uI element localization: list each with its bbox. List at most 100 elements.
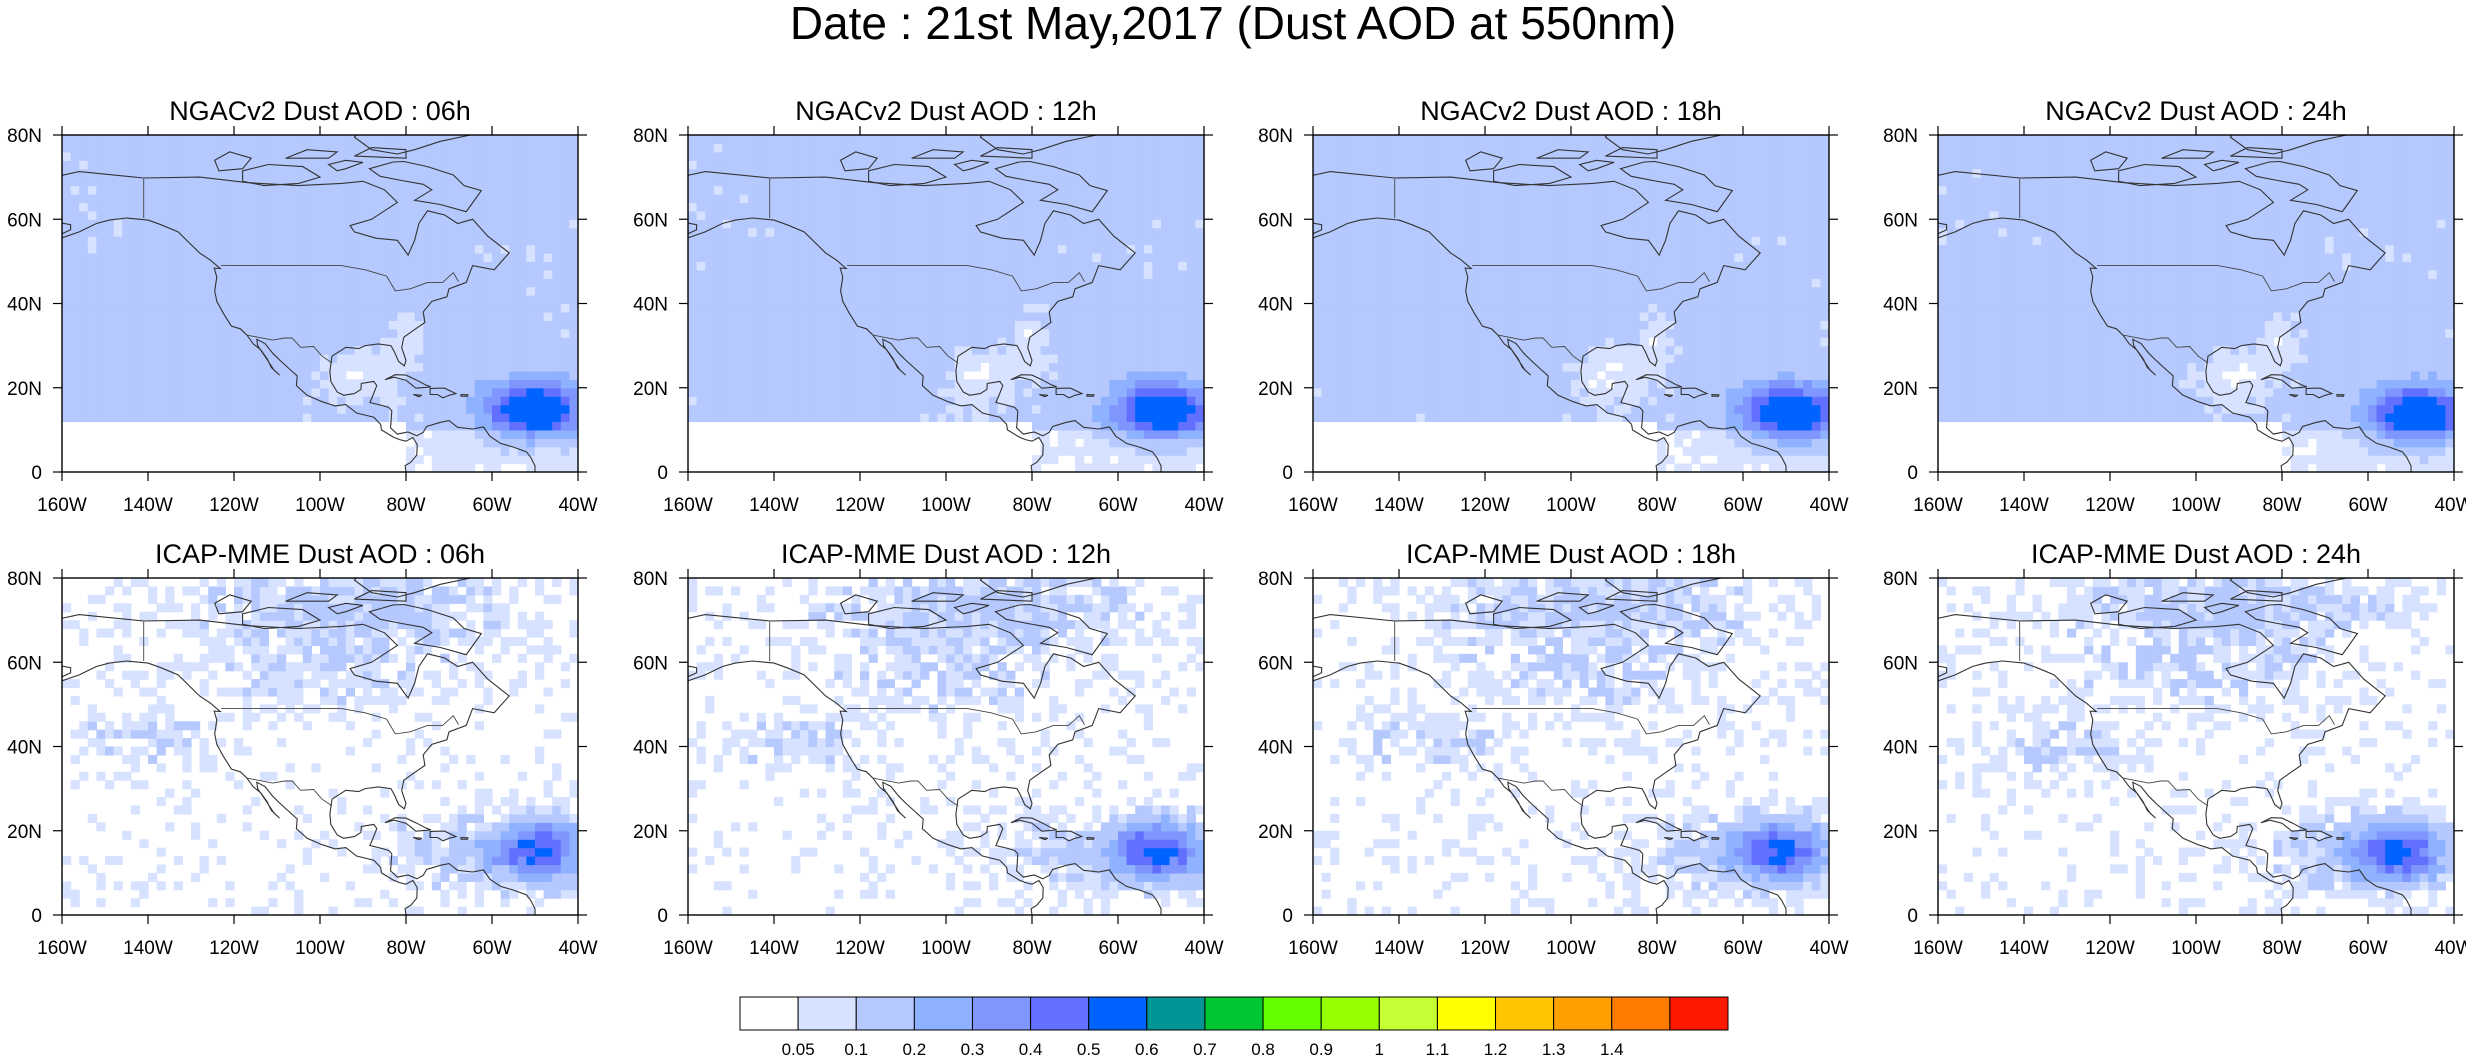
- lon-tick-label: 100W: [2171, 495, 2221, 516]
- aod-shading: [1938, 135, 2454, 472]
- colorbar-swatch: [971, 996, 1032, 1031]
- colorbar-swatch: [1436, 996, 1497, 1031]
- lon-tick-label: 120W: [1460, 938, 1510, 959]
- lat-tick-label: 80N: [7, 126, 42, 147]
- lon-tick-label: 160W: [1288, 938, 1338, 959]
- lon-tick-label: 140W: [123, 938, 173, 959]
- lon-tick-label: 40W: [2434, 938, 2466, 959]
- lat-tick-label: 20N: [633, 379, 668, 400]
- lat-tick-label: 60N: [633, 653, 668, 674]
- lat-tick-label: 20N: [7, 379, 42, 400]
- colorbar-label: 1.2: [1484, 1040, 1508, 1056]
- lon-tick-label: 40W: [1809, 495, 1848, 516]
- panel-title: NGACv2 Dust AOD : 12h: [795, 96, 1097, 126]
- lat-tick-label: 20N: [7, 822, 42, 843]
- lon-tick-label: 140W: [1999, 938, 2049, 959]
- lon-tick-label: 100W: [295, 495, 345, 516]
- lat-tick-label: 0: [657, 906, 668, 927]
- lon-tick-label: 120W: [2085, 938, 2135, 959]
- coastlines: [62, 135, 536, 472]
- lon-tick-label: 100W: [921, 938, 971, 959]
- lat-tick-label: 80N: [7, 569, 42, 590]
- aod-shading: [1313, 578, 1829, 915]
- figure-title: Date : 21st May,2017 (Dust AOD at 550nm): [789, 0, 1677, 49]
- map-panel: 160W 140W 120W 100W 80W 60W 40W 0 20N 40N 60N 80N IC…: [1883, 539, 2466, 959]
- colorbar-swatch: [1204, 996, 1264, 1031]
- colorbar-label: 0.8: [1251, 1040, 1275, 1056]
- colorbar-swatch: [1669, 996, 1729, 1031]
- coastlines: [1313, 135, 1787, 472]
- colorbar-label: 0.3: [961, 1040, 985, 1056]
- map-panel: 160W 140W 120W 100W 80W 60W 40W 0 20N 40N 60N 80N NG…: [1883, 96, 2466, 516]
- lat-tick-label: 80N: [1883, 126, 1918, 147]
- coastlines: [1938, 135, 2412, 472]
- lon-tick-label: 160W: [1288, 495, 1338, 516]
- colorbar-label: 0.05: [782, 1040, 815, 1056]
- panel-title: NGACv2 Dust AOD : 24h: [2045, 96, 2347, 126]
- colorbar-label: 0.9: [1309, 1040, 1333, 1056]
- lat-tick-label: 60N: [7, 210, 42, 231]
- colorbar-label: 0.2: [903, 1040, 927, 1056]
- lon-tick-label: 40W: [558, 495, 597, 516]
- lat-tick-label: 60N: [7, 653, 42, 674]
- lat-tick-label: 0: [31, 906, 42, 927]
- map-panel: 160W 140W 120W 100W 80W 60W 40W 0 20N 40N 60N 80N NG…: [1258, 96, 1848, 516]
- lat-tick-label: 0: [1907, 463, 1918, 484]
- lon-tick-label: 160W: [663, 495, 713, 516]
- lat-tick-label: 80N: [1258, 126, 1293, 147]
- lon-tick-label: 140W: [749, 938, 799, 959]
- lon-tick-label: 80W: [386, 938, 425, 959]
- map-panel: 160W 140W 120W 100W 80W 60W 40W 0 20N 40N 60N 80N IC…: [7, 539, 597, 959]
- lon-tick-label: 60W: [472, 495, 511, 516]
- panel-title: ICAP-MME Dust AOD : 06h: [155, 539, 485, 569]
- lat-tick-label: 40N: [1258, 295, 1293, 316]
- lat-tick-label: 20N: [633, 822, 668, 843]
- lon-tick-label: 160W: [37, 938, 87, 959]
- lat-tick-label: 20N: [1883, 822, 1918, 843]
- map-panel: 160W 140W 120W 100W 80W 60W 40W 0 20N 40N 60N 80N IC…: [633, 539, 1223, 959]
- lon-tick-label: 120W: [2085, 495, 2135, 516]
- colorbar-swatch: [739, 996, 799, 1031]
- lat-tick-label: 0: [1282, 906, 1293, 927]
- lat-tick-label: 40N: [7, 738, 42, 759]
- lat-tick-label: 40N: [633, 295, 668, 316]
- colorbar-swatch: [797, 996, 857, 1031]
- colorbar-swatch: [1088, 996, 1148, 1031]
- lon-tick-label: 40W: [1184, 938, 1223, 959]
- lat-tick-label: 60N: [633, 210, 668, 231]
- colorbar-label: 1.3: [1542, 1040, 1566, 1056]
- colorbar-swatch: [1320, 996, 1380, 1031]
- lat-tick-label: 80N: [1883, 569, 1918, 590]
- lon-tick-label: 80W: [1012, 495, 1051, 516]
- colorbar-label: 0.1: [844, 1040, 868, 1056]
- colorbar-label: 0.5: [1077, 1040, 1101, 1056]
- lon-tick-label: 100W: [295, 938, 345, 959]
- colorbar-swatch: [1611, 996, 1671, 1031]
- lon-tick-label: 40W: [2434, 495, 2466, 516]
- lat-tick-label: 20N: [1883, 379, 1918, 400]
- aod-shading: [62, 135, 578, 472]
- lon-tick-label: 80W: [1012, 938, 1051, 959]
- panel-title: NGACv2 Dust AOD : 18h: [1420, 96, 1722, 126]
- lon-tick-label: 40W: [1809, 938, 1848, 959]
- lon-tick-label: 100W: [1546, 495, 1596, 516]
- lon-tick-label: 160W: [1913, 938, 1963, 959]
- lon-tick-label: 100W: [921, 495, 971, 516]
- coastlines: [688, 135, 1162, 472]
- lon-tick-label: 120W: [835, 495, 885, 516]
- colorbar-swatch: [1030, 996, 1090, 1031]
- coastlines: [1938, 578, 2412, 915]
- colorbar: 0.05 0.1 0.2 0.3 0.4 0.5 0.6 0.7 0.8 0.9 1 1.1 1.2 1.…: [739, 996, 1729, 1056]
- lon-tick-label: 60W: [1723, 495, 1762, 516]
- colorbar-swatch: [913, 996, 973, 1031]
- lat-tick-label: 0: [657, 463, 668, 484]
- lon-tick-label: 140W: [1374, 938, 1424, 959]
- lon-tick-label: 160W: [37, 495, 87, 516]
- lon-tick-label: 60W: [1098, 495, 1137, 516]
- lat-tick-label: 40N: [633, 738, 668, 759]
- lon-tick-label: 40W: [1184, 495, 1223, 516]
- lat-tick-label: 40N: [1883, 295, 1918, 316]
- lon-tick-label: 80W: [386, 495, 425, 516]
- lon-tick-label: 160W: [663, 938, 713, 959]
